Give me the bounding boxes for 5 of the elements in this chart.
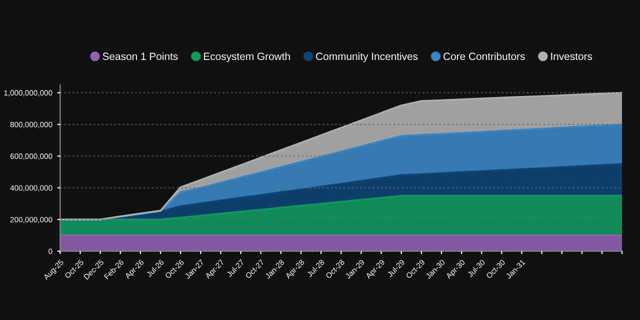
legend-label: Community Incentives [316, 52, 418, 62]
legend-label: Investors [551, 52, 592, 60]
legend-label: Ecosystem Growth [204, 52, 290, 62]
legend-label: Core Contributors [444, 52, 525, 60]
legend-label: Season 1 Points [102, 52, 178, 60]
